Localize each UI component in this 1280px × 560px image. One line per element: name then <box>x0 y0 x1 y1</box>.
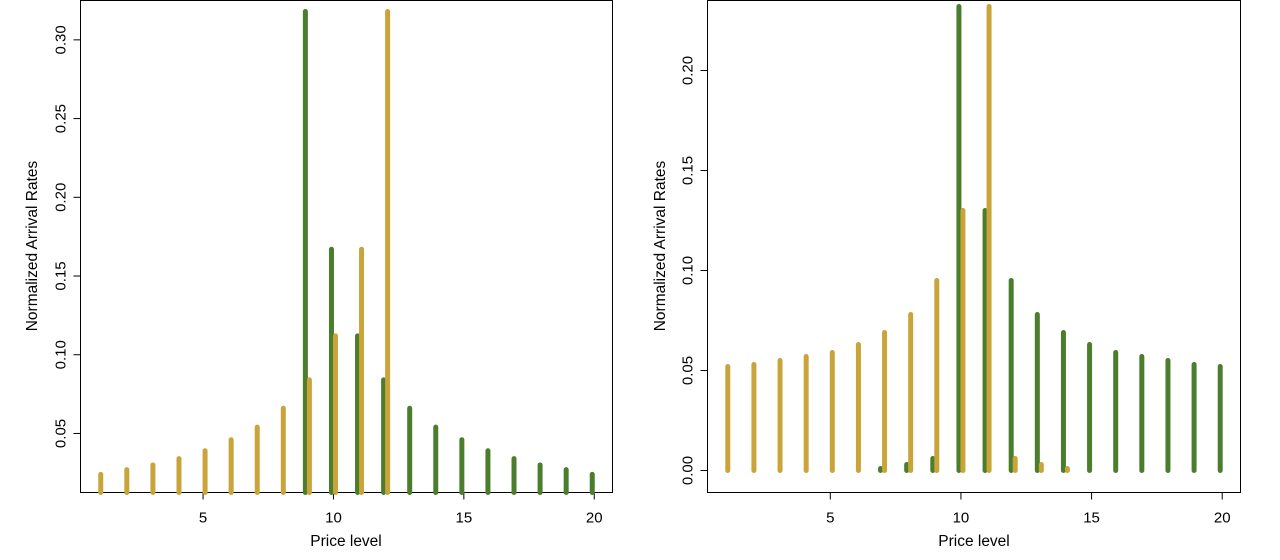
left-x-tick-label: 10 <box>325 510 342 527</box>
right-y-tick-label: 0.20 <box>680 56 697 85</box>
right-plot-frame <box>707 0 1241 493</box>
left-y-tick-label: 0.10 <box>53 340 70 369</box>
left-y-tick-label: 0.20 <box>53 183 70 212</box>
left-x-tick-label: 5 <box>199 510 207 527</box>
left-x-axis-label: Price level <box>310 533 382 550</box>
right-x-tick-label: 15 <box>1083 510 1100 527</box>
left-y-tick-label: 0.25 <box>53 104 70 133</box>
left-y-tick-label: 0.30 <box>53 25 70 54</box>
left-y-tick-label: 0.05 <box>53 419 70 448</box>
left-y-axis-label: Normalized Arrival Rates <box>24 160 41 331</box>
right-y-tick-label: 0.00 <box>680 456 697 485</box>
left-chart-panel: Price level Normalized Arrival Rates 5 10… <box>24 0 613 550</box>
right-y-tick-label: 0.15 <box>680 156 697 185</box>
right-x-tick-label: 20 <box>1214 510 1231 527</box>
right-y-axis-label: Normalized Arrival Rates <box>652 160 669 331</box>
left-x-tick-label: 20 <box>586 510 603 527</box>
right-y-tick-label: 0.10 <box>680 256 697 285</box>
right-x-tick-label: 5 <box>826 510 834 527</box>
left-x-tick-label: 15 <box>456 510 473 527</box>
left-plot-frame <box>80 0 613 493</box>
right-y-tick-label: 0.05 <box>680 356 697 385</box>
right-x-axis-label: Price level <box>938 533 1010 550</box>
left-y-tick-label: 0.15 <box>53 261 70 290</box>
right-x-tick-label: 10 <box>953 510 970 527</box>
right-chart-panel: Price level Normalized Arrival Rates 5 10… <box>652 0 1241 550</box>
